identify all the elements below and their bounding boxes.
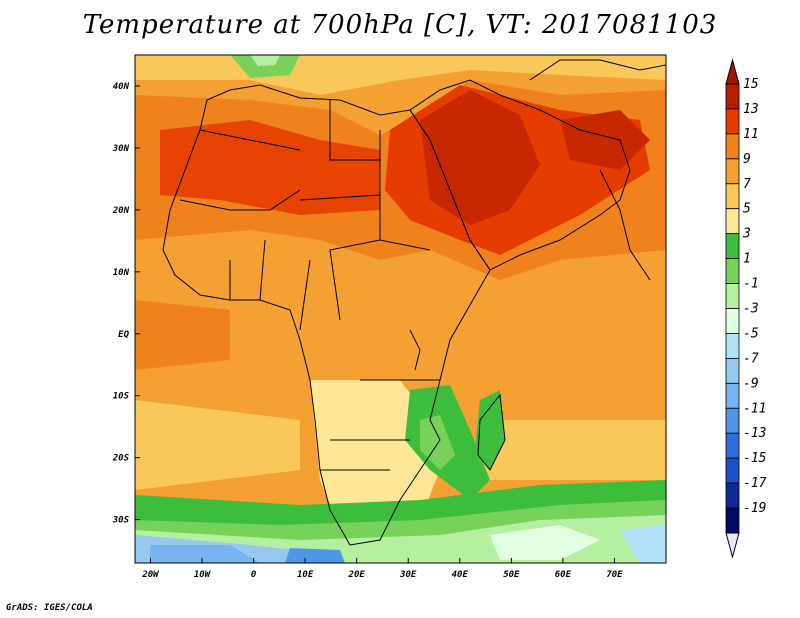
y-tick-label: EQ: [118, 330, 129, 340]
colorbar-label: -15: [743, 451, 767, 466]
colorbar-top-arrow: [725, 58, 740, 85]
colorbar-label: 15: [743, 77, 759, 92]
colorbar-label: -19: [743, 501, 766, 516]
colorbar-label: -11: [743, 401, 766, 416]
colorbar-swatch: [725, 233, 740, 260]
colorbar-swatch: [725, 507, 740, 534]
colorbar-swatch: [725, 158, 740, 185]
colorbar-label: 7: [743, 177, 751, 192]
temperature-field: [135, 55, 666, 563]
colorbar-label: -5: [743, 326, 759, 341]
x-tick-label: 40E: [452, 570, 469, 580]
x-axis-ticks: 20W 10W 0 10E 20E 30E 40E 50E 60E 70E: [141, 558, 623, 580]
grads-credit: GrADS: IGES/COLA: [6, 603, 93, 613]
coastlines: [162, 59, 666, 546]
colorbar-label: -3: [743, 302, 759, 317]
y-tick-label: 30S: [112, 516, 130, 526]
colorbar-swatch: [725, 83, 740, 110]
colorbar-swatch: [725, 333, 740, 359]
y-tick-label: 30N: [112, 144, 130, 154]
colorbar-swatch: [725, 457, 740, 484]
plot-frame: [134, 54, 667, 564]
x-tick-label: 60E: [555, 570, 572, 580]
x-tick-label: 20W: [141, 570, 160, 580]
colorbar-swatch: [725, 108, 740, 135]
y-tick-label: 10N: [113, 268, 130, 278]
y-tick-label: 20N: [112, 206, 130, 216]
y-tick-label: 20S: [112, 454, 130, 464]
colorbar-swatch: [725, 482, 740, 509]
colorbar-label: -7: [743, 351, 759, 366]
x-tick-label: 10W: [194, 570, 212, 580]
colorbar-label: 1: [743, 252, 751, 267]
colorbar-swatch: [725, 308, 740, 334]
colorbar-label: -9: [743, 376, 759, 391]
chart-title: Temperature at 700hPa [C], VT: 201708110…: [82, 10, 718, 40]
colorbar-label: 5: [743, 202, 751, 217]
colorbar-swatch: [725, 283, 740, 309]
y-axis-ticks: 40N 30N 20N 10N EQ 10S 20S 30S: [112, 82, 140, 526]
x-tick-label: 0: [251, 570, 257, 580]
x-tick-label: 10E: [297, 570, 314, 580]
y-tick-label: 10S: [113, 392, 130, 402]
colorbar-swatch: [725, 258, 740, 284]
colorbar: 15 13 11 9 7 5 3 1 -1 -3 -5 -7 -9 -11 -13 -15 -17 -19: [725, 58, 767, 559]
colorbar-label: -17: [743, 476, 767, 491]
colorbar-label: -1: [743, 277, 759, 292]
x-tick-label: 50E: [503, 570, 520, 580]
colorbar-swatch: [725, 382, 740, 409]
x-tick-label: 30E: [399, 570, 417, 580]
colorbar-swatch: [725, 432, 740, 459]
colorbar-swatch: [725, 357, 740, 384]
colorbar-swatch: [725, 208, 740, 235]
colorbar-label: 11: [743, 127, 759, 142]
colorbar-label: -13: [743, 426, 766, 441]
colorbar-swatch: [725, 407, 740, 434]
colorbar-label: 13: [743, 102, 759, 117]
x-tick-label: 70E: [606, 570, 623, 580]
colorbar-label: 9: [743, 152, 751, 167]
colorbar-label: 3: [742, 227, 751, 242]
y-tick-label: 40N: [113, 82, 130, 92]
x-tick-label: 20E: [348, 570, 366, 580]
colorbar-swatch: [725, 133, 740, 160]
colorbar-swatch: [725, 183, 740, 210]
colorbar-bottom-arrow: [725, 532, 740, 559]
